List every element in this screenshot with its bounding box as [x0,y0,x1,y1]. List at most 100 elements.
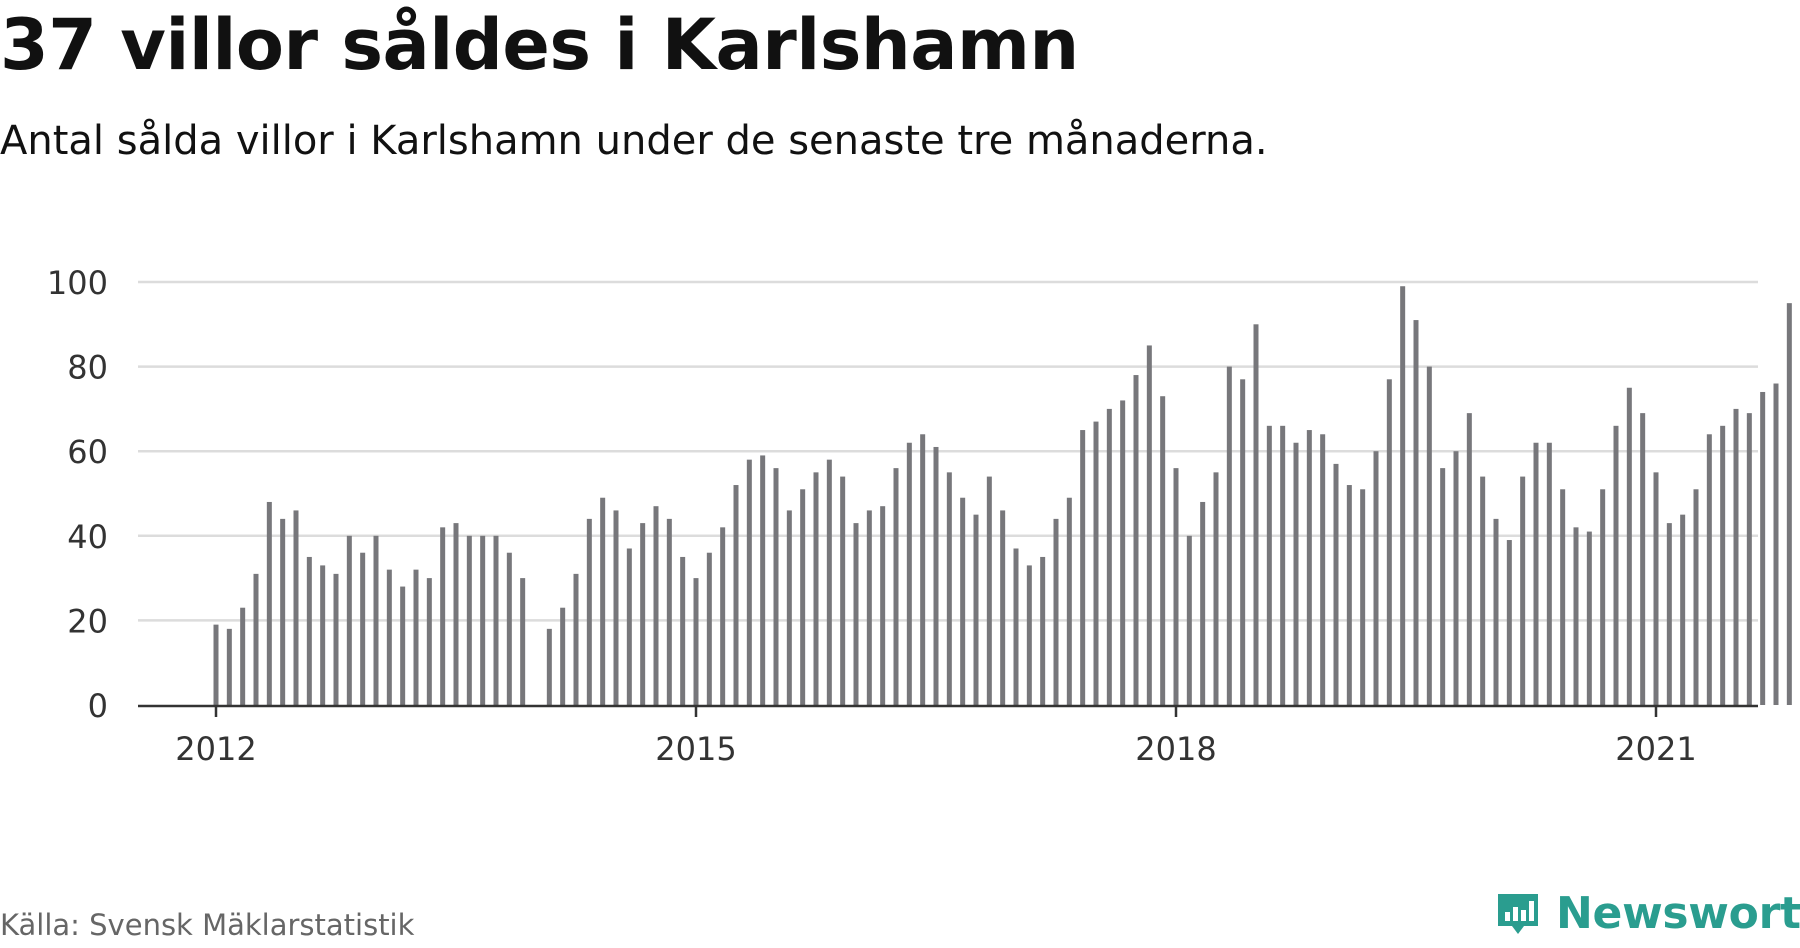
bar [560,607,566,705]
bar [1106,408,1112,705]
bar [1360,489,1366,705]
bar [1666,523,1672,705]
bar [666,518,672,705]
bar [1533,442,1539,705]
y-tick-label: 0 [88,687,108,725]
bar [1080,430,1086,705]
bar [1013,548,1019,705]
bar [693,578,699,705]
bar [586,518,592,705]
bar [1093,421,1099,705]
bar [626,548,632,705]
x-tick-label: 2021 [1615,730,1696,768]
bar [746,459,752,705]
newsworthy-logo-icon [1498,893,1538,934]
bar [1453,451,1459,705]
bar [946,472,952,705]
bar [306,556,312,705]
bar [1600,489,1606,705]
bar [1320,434,1326,705]
bar [1586,531,1592,705]
bar [280,518,286,705]
bar [853,523,859,705]
bar [1400,286,1406,705]
bar [1000,510,1006,705]
y-tick-label: 40 [67,518,108,556]
bar [1146,345,1152,705]
bar [1493,518,1499,705]
bar [1426,366,1432,705]
brand-logo: Newsworthy [1494,888,1800,939]
bar [733,485,739,705]
bar [1213,472,1219,705]
bar [320,565,326,705]
bar [1333,463,1339,705]
bar [506,552,512,705]
chart-subtitle: Antal sålda villor i Karlshamn under de … [0,118,1268,164]
y-tick-label: 20 [67,602,108,640]
bar [1026,565,1032,705]
bar [1573,527,1579,705]
bar [386,569,392,705]
bar [1040,556,1046,705]
bar [813,472,819,705]
bar [1746,413,1752,705]
bar [706,552,712,705]
bar [613,510,619,705]
x-tick-label: 2015 [655,730,736,768]
bar [240,607,246,705]
y-tick-label: 100 [47,264,108,302]
bar [1346,485,1352,705]
y-tick-label: 80 [67,349,108,387]
bar [493,535,499,705]
bar [1306,430,1312,705]
bar [1720,425,1726,705]
bar [1266,425,1272,705]
bar [1706,434,1712,705]
bar [880,506,886,705]
bar [426,578,432,705]
bar [1253,324,1259,705]
bar [1053,518,1059,705]
bar [293,510,299,705]
bar [986,476,992,705]
bar [866,510,872,705]
bar [546,628,552,705]
bar [360,552,366,705]
bar [373,535,379,705]
bar [786,510,792,705]
bar [1200,501,1206,705]
bar [1293,442,1299,705]
bar [1626,387,1632,705]
bar [893,468,899,705]
bar [1693,489,1699,705]
bar [1413,320,1419,705]
bar [760,455,766,705]
bar [600,497,606,705]
bar [1133,375,1139,705]
bar [1066,497,1072,705]
bar [1466,413,1472,705]
chart-title: 37 villor såldes i Karlshamn [0,4,1079,86]
x-axis: 20122015201820212023 [138,704,1758,768]
bar [1760,391,1766,705]
bar [826,459,832,705]
bar [720,527,726,705]
bar [1160,396,1166,705]
bar [440,527,446,705]
bar [413,569,419,705]
bar [920,434,926,705]
bar [1560,489,1566,705]
x-tick-label: 2018 [1135,730,1216,768]
bar [573,573,579,705]
bar [973,514,979,705]
bar [1640,413,1646,705]
bar [453,523,459,705]
bar [1613,425,1619,705]
bar [346,535,352,705]
bar [1653,472,1659,705]
bar [1240,379,1246,705]
bar [1480,476,1486,705]
bar [840,476,846,705]
